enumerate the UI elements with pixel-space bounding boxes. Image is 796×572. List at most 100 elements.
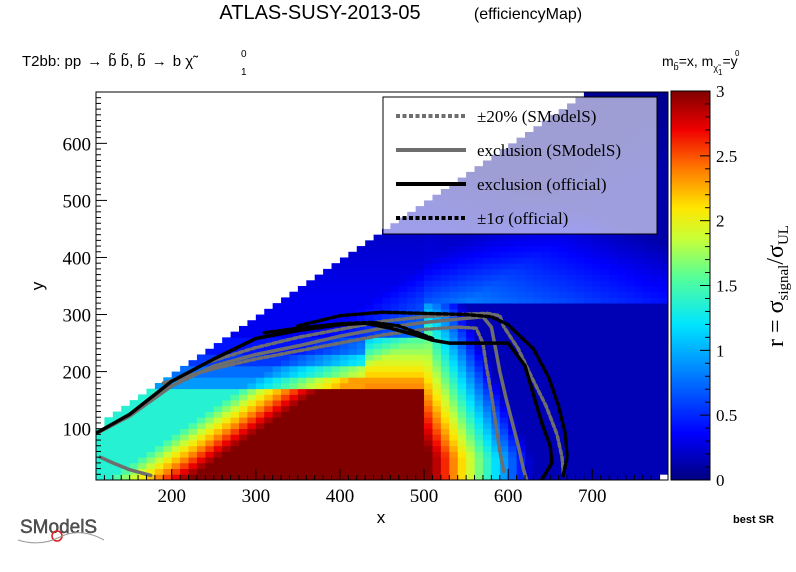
heatmap-cell — [382, 303, 391, 310]
heatmap-cell — [415, 360, 425, 367]
heatmap-cell — [297, 457, 307, 464]
heatmap-cell — [121, 405, 131, 412]
heatmap-cell — [356, 308, 366, 315]
heatmap-cell — [642, 240, 652, 247]
heatmap-cell — [449, 394, 459, 401]
heatmap-cell — [432, 303, 442, 310]
heatmap-cell — [609, 371, 618, 378]
heatmap-cell — [491, 400, 501, 407]
heatmap-cell — [491, 308, 501, 315]
heatmap-cell — [348, 257, 358, 264]
heatmap-cell — [449, 388, 459, 395]
heatmap-cell — [255, 417, 265, 424]
heatmap-cell — [474, 286, 484, 293]
heatmap-cell — [482, 297, 492, 304]
heatmap-cell — [407, 246, 417, 253]
heatmap-cell — [609, 308, 618, 315]
heatmap-cell — [609, 337, 618, 344]
heatmap-cell — [356, 445, 366, 452]
heatmap-cell — [659, 303, 668, 310]
heatmap-cell — [382, 440, 391, 447]
heatmap-cell — [474, 280, 484, 287]
heatmap-cell — [424, 365, 433, 372]
heatmap-cell — [398, 348, 408, 355]
heatmap-cell — [583, 268, 593, 275]
x-tick-label: 600 — [494, 486, 523, 507]
heatmap-cell — [306, 303, 316, 310]
heatmap-cell — [272, 314, 282, 321]
heatmap-cell — [600, 246, 610, 253]
heatmap-cell — [600, 92, 610, 99]
heatmap-cell — [398, 383, 408, 390]
heatmap-cell — [550, 400, 560, 407]
heatmap-cell — [440, 360, 450, 367]
heatmap-cell — [651, 383, 660, 390]
heatmap-cell — [365, 457, 374, 464]
heatmap-cell — [432, 354, 442, 361]
heatmap-cell — [356, 371, 366, 378]
heatmap-cell — [348, 251, 358, 258]
heatmap-cell — [516, 468, 526, 475]
heatmap-cell — [525, 394, 534, 401]
heatmap-cell — [365, 314, 374, 321]
heatmap-cell — [348, 360, 358, 367]
heatmap-cell — [382, 371, 391, 378]
heatmap-cell — [474, 371, 484, 378]
heatmap-cell — [440, 257, 450, 264]
heatmap-cell — [112, 468, 122, 475]
heatmap-cell — [205, 462, 215, 469]
heatmap-cell — [642, 468, 652, 475]
heatmap-cell — [575, 303, 585, 310]
heatmap-cell — [491, 291, 501, 298]
heatmap-cell — [281, 308, 290, 315]
heatmap-cell — [415, 388, 425, 395]
heatmap-cell — [642, 354, 652, 361]
heatmap-cell — [272, 371, 282, 378]
heatmap-cell — [474, 377, 484, 384]
heatmap-cell — [600, 348, 610, 355]
heatmap-cell — [508, 434, 517, 441]
smodels-exclusion-curve — [98, 315, 529, 480]
heatmap-cell — [365, 268, 374, 275]
heatmap-cell — [659, 388, 668, 395]
heatmap-cell — [323, 440, 332, 447]
heatmap-cell — [129, 445, 139, 452]
heatmap-cell — [642, 434, 652, 441]
heatmap-cell — [382, 274, 391, 281]
heatmap-cell — [339, 308, 349, 315]
heatmap-cell — [373, 263, 383, 270]
heatmap-cell — [625, 257, 635, 264]
heatmap-cell — [272, 325, 282, 333]
heatmap-cell — [567, 337, 576, 344]
heatmap-cell — [651, 417, 660, 424]
heatmap-cell — [196, 360, 206, 367]
heatmap-cell — [331, 411, 341, 418]
heatmap-cell — [365, 360, 374, 367]
heatmap-cell — [432, 308, 442, 315]
heatmap-cell — [424, 377, 433, 384]
heatmap-cell — [314, 434, 324, 441]
heatmap-cell — [390, 440, 400, 447]
heatmap-cell — [205, 440, 215, 447]
heatmap-cell — [129, 428, 139, 435]
heatmap-cell — [466, 440, 475, 447]
heatmap-cell — [390, 297, 400, 304]
heatmap-cell — [558, 434, 568, 441]
heatmap-cell — [600, 440, 610, 447]
heatmap-cell — [230, 434, 240, 441]
heatmap-cell — [255, 405, 265, 412]
heatmap-cell — [575, 451, 585, 458]
heatmap-cell — [407, 297, 417, 304]
heatmap-cell — [373, 371, 383, 378]
heatmap-cell — [415, 371, 425, 378]
heatmap-cell — [230, 343, 240, 350]
heatmap-cell — [348, 440, 358, 447]
heatmap-cell — [331, 348, 341, 355]
heatmap-cell — [466, 337, 475, 344]
heatmap-cell — [390, 280, 400, 287]
heatmap-cell — [348, 400, 358, 407]
heatmap-cell — [339, 286, 349, 293]
heatmap-cell — [390, 422, 400, 430]
heatmap-cell — [112, 445, 122, 452]
heatmap-cell — [499, 417, 509, 424]
